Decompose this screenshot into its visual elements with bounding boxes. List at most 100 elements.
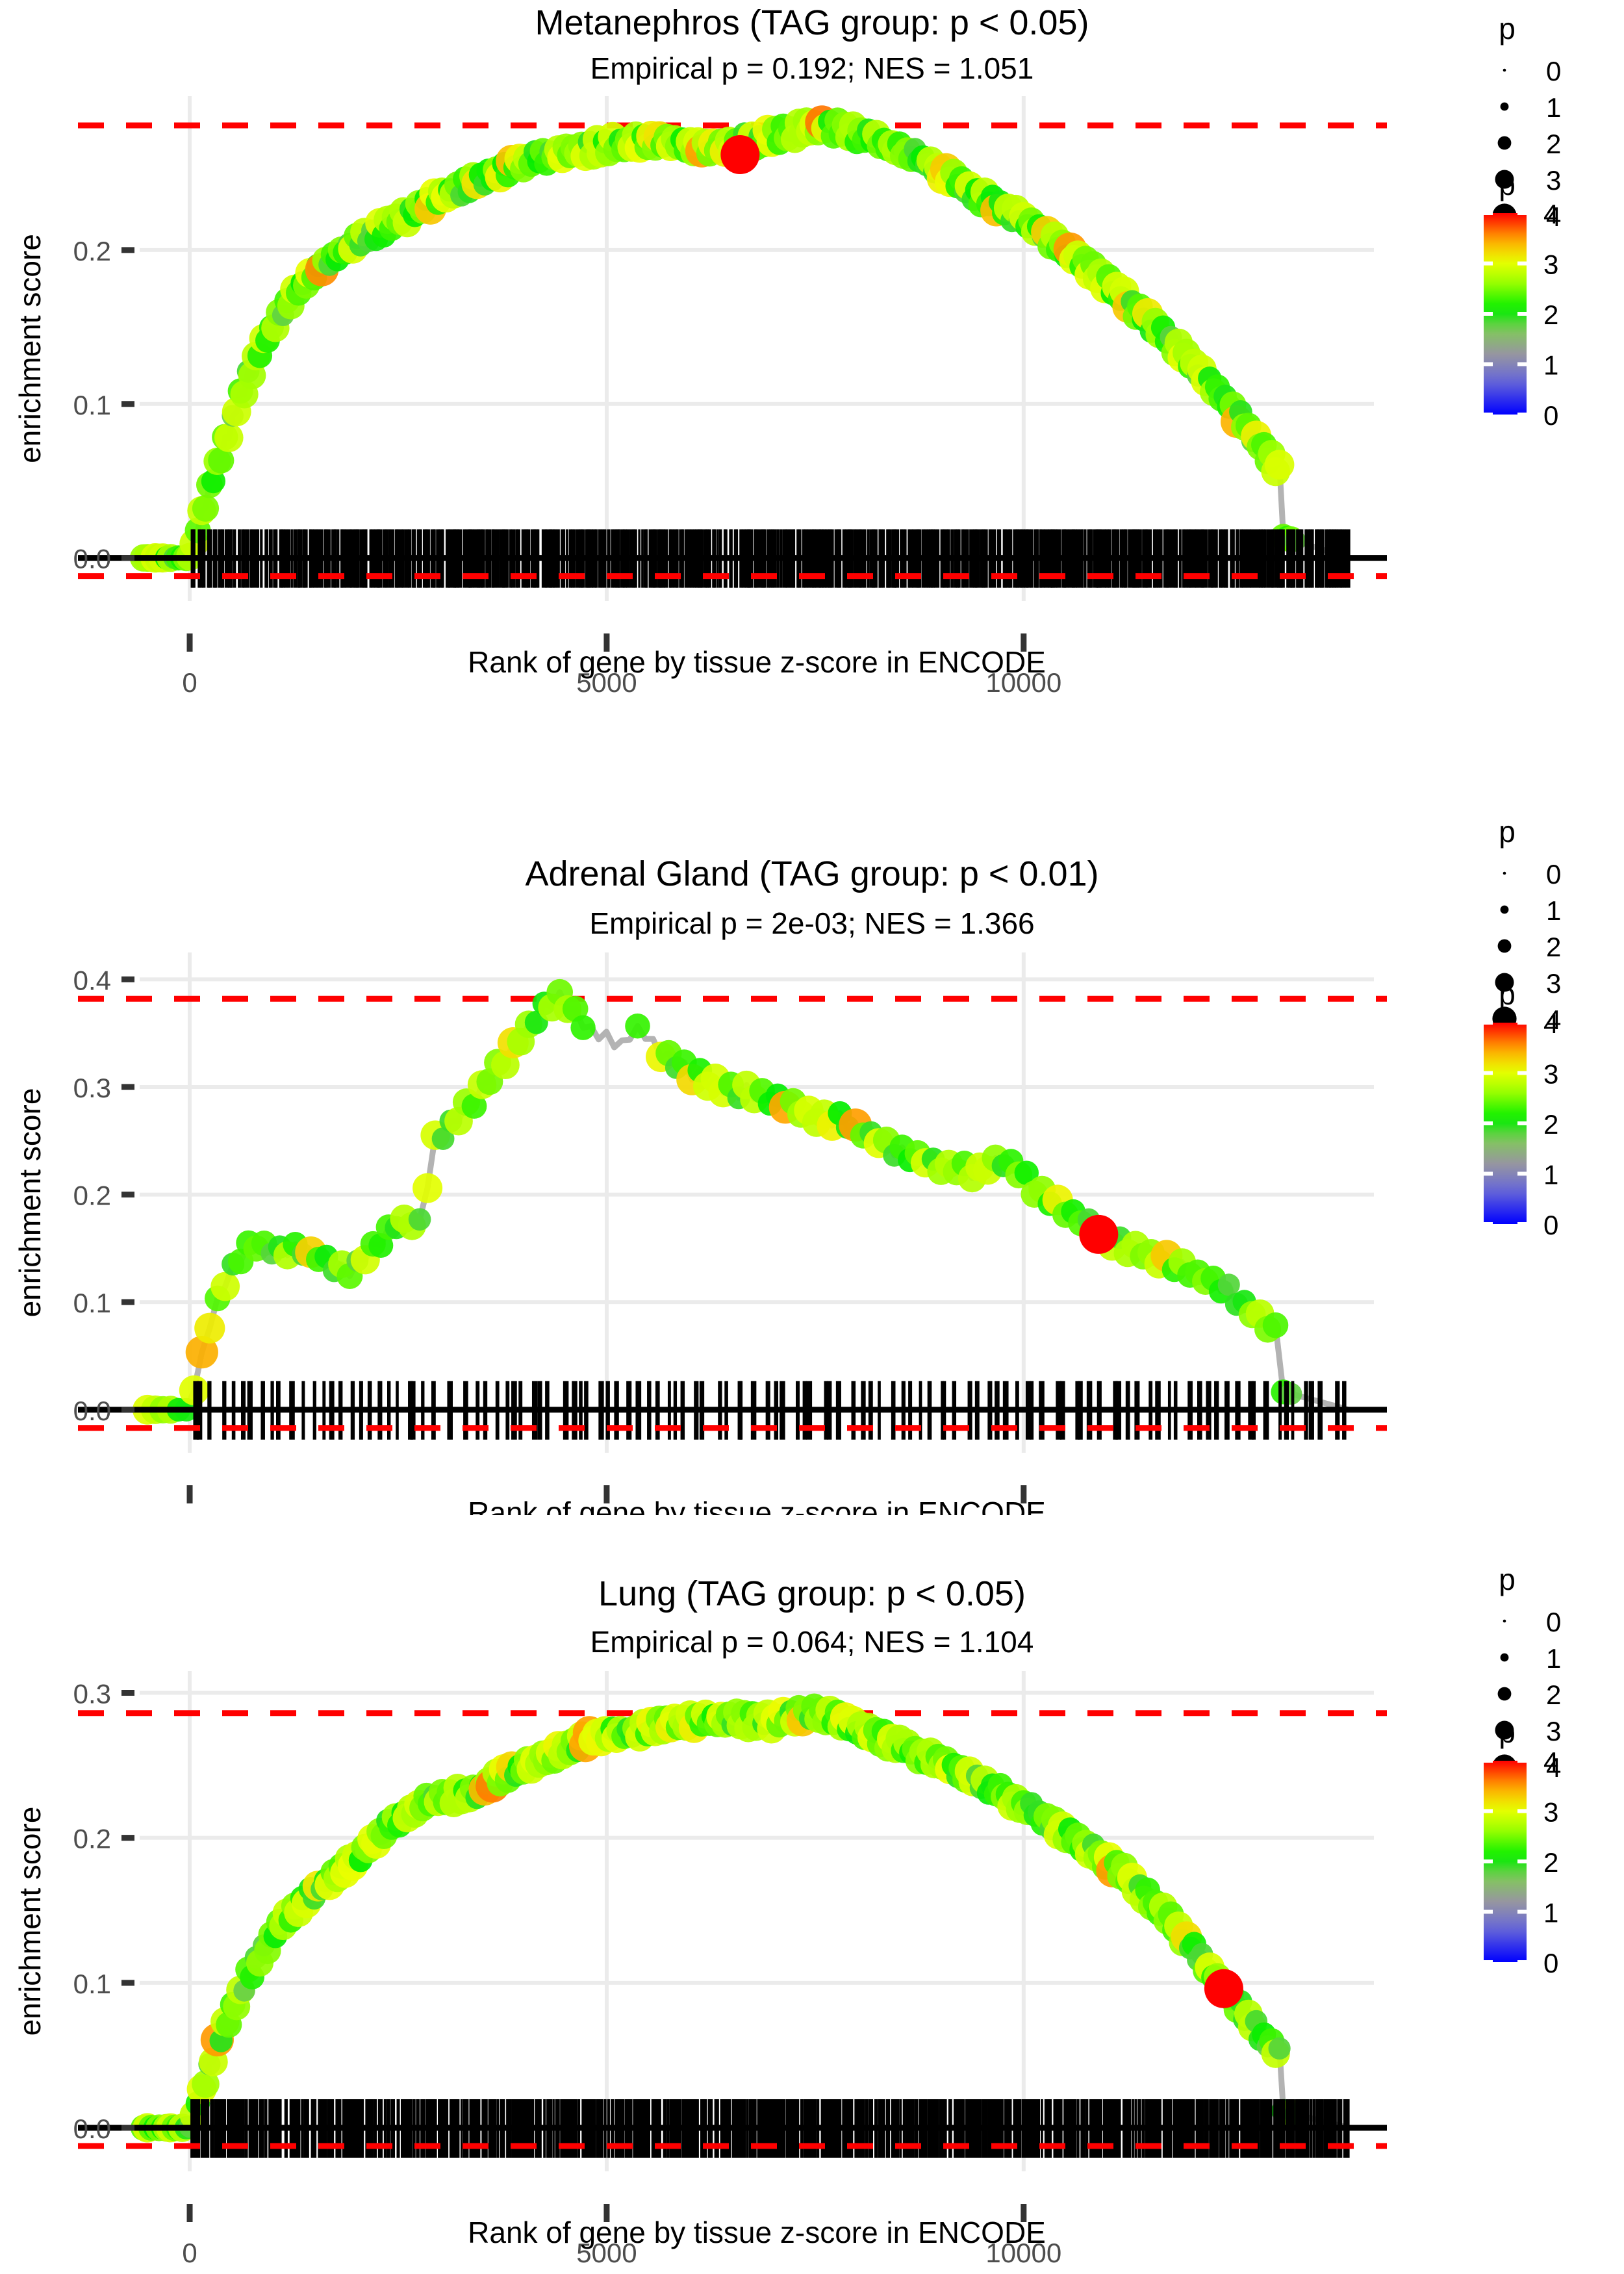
panel-title: Adrenal Gland (TAG group: p < 0.01) — [525, 854, 1099, 893]
size-legend-title: p — [1499, 815, 1516, 849]
y-tick-label: 0.0 — [73, 2114, 111, 2144]
color-legend-label: 3 — [1543, 249, 1558, 280]
gene-point — [214, 423, 244, 452]
color-legend-title: p — [1499, 977, 1516, 1011]
y-tick-label: 0.0 — [73, 1396, 111, 1426]
size-legend-dot — [1497, 939, 1512, 953]
gene-hit-points — [129, 105, 1306, 573]
size-legend-dot — [1503, 871, 1506, 875]
size-legend-dot — [1495, 1720, 1514, 1740]
running-enrichment-line — [144, 989, 1350, 1413]
size-legend-title: p — [1499, 1563, 1516, 1596]
panel-title: Metanephros (TAG group: p < 0.05) — [535, 3, 1089, 42]
gene-point — [1217, 1273, 1240, 1296]
color-legend-label: 3 — [1543, 1059, 1558, 1090]
highlight-point — [720, 135, 760, 175]
size-legend-label: 3 — [1546, 1716, 1561, 1746]
grid-layer — [140, 952, 1374, 1453]
size-legend-label: 1 — [1546, 895, 1561, 926]
size-legend-label: 2 — [1546, 1680, 1561, 1710]
size-legend-label: 4 — [1546, 1752, 1561, 1783]
color-legend-label: 0 — [1543, 400, 1558, 431]
size-legend-dot — [1500, 102, 1509, 111]
color-legend-label: 1 — [1543, 350, 1558, 381]
y-axis-label: enrichment score — [13, 1807, 47, 2036]
gene-point — [1262, 1312, 1289, 1338]
size-legend-label: 1 — [1546, 92, 1561, 123]
gene-point — [1268, 2037, 1291, 2060]
size-legend-label: 2 — [1546, 129, 1561, 159]
gene-point — [201, 469, 225, 494]
gene-point — [210, 1271, 240, 1301]
size-legend-dot — [1495, 973, 1514, 992]
color-legend-label: 2 — [1543, 1109, 1558, 1140]
y-tick-label: 0.2 — [73, 1181, 111, 1211]
panel-subtitle: Empirical p = 2e-03; NES = 1.366 — [589, 906, 1035, 940]
color-legend-label: 1 — [1543, 1160, 1558, 1190]
size-legend-dot — [1495, 170, 1514, 189]
size-legend-label: 0 — [1546, 56, 1561, 86]
size-legend-dot — [1500, 1653, 1509, 1662]
y-tick-label: 0.1 — [73, 390, 111, 420]
size-legend-label: 3 — [1546, 968, 1561, 999]
x-tick-label: 5000 — [576, 2238, 637, 2268]
gene-hit-points — [131, 1693, 1306, 2143]
gene-point — [1280, 1383, 1302, 1405]
color-legend-label: 3 — [1543, 1797, 1558, 1828]
color-legend-label: 4 — [1543, 199, 1558, 229]
size-legend-label: 1 — [1546, 1643, 1561, 1674]
gene-point — [412, 1173, 443, 1203]
panel-title: Lung (TAG group: p < 0.05) — [598, 1574, 1026, 1613]
size-legend-label: 0 — [1546, 859, 1561, 889]
size-legend-label: 3 — [1546, 165, 1561, 196]
size-legend-dot — [1503, 1619, 1506, 1623]
gene-hit-points — [133, 978, 1302, 1425]
x-tick-label: 0 — [182, 667, 197, 698]
color-legend-title: p — [1499, 168, 1516, 201]
color-legend-label: 2 — [1543, 300, 1558, 330]
size-legend-label: 2 — [1546, 932, 1561, 962]
gene-point — [570, 1015, 596, 1040]
gene-point — [625, 1013, 650, 1039]
y-tick-label: 0.2 — [73, 236, 111, 266]
panel-subtitle: Empirical p = 0.192; NES = 1.051 — [590, 51, 1034, 85]
color-legend-label: 0 — [1543, 1948, 1558, 1978]
gene-point — [194, 1312, 225, 1344]
size-legend-dot — [1497, 1687, 1512, 1701]
y-tick-label: 0.3 — [73, 1073, 111, 1103]
y-tick-label: 0.1 — [73, 1288, 111, 1318]
highlight-point — [1204, 1969, 1243, 2008]
x-axis-label: Rank of gene by tissue z-score in ENCODE — [468, 1496, 1046, 1515]
color-legend-label: 1 — [1543, 1898, 1558, 1928]
enrichment-panel: Metanephros (TAG group: p < 0.05) Empiri… — [0, 0, 1624, 758]
y-tick-label: 0.4 — [73, 965, 111, 995]
size-legend-label: 4 — [1546, 1004, 1561, 1035]
color-legend-label: 0 — [1543, 1210, 1558, 1240]
enrichment-panel: Adrenal Gland (TAG group: p < 0.01) Empi… — [0, 758, 1624, 1515]
enrichment-panel: Lung (TAG group: p < 0.05) Empirical p =… — [0, 1515, 1624, 2273]
x-tick-label: 0 — [182, 2238, 197, 2268]
y-tick-label: 0.2 — [73, 1824, 111, 1854]
size-legend-dot — [1500, 905, 1509, 914]
y-tick-label: 0.0 — [73, 544, 111, 574]
size-legend-title: p — [1499, 12, 1516, 45]
size-legend-dot — [1497, 136, 1512, 150]
color-legend-label: 4 — [1543, 1008, 1558, 1039]
color-legend-label: 4 — [1543, 1746, 1558, 1777]
gene-point — [208, 447, 235, 474]
x-tick-label: 5000 — [576, 667, 637, 698]
y-axis-label: enrichment score — [13, 1088, 47, 1318]
gene-point — [192, 2070, 220, 2098]
gene-point — [185, 1336, 218, 1369]
highlight-point — [1079, 1214, 1119, 1254]
size-legend-label: 0 — [1546, 1607, 1561, 1637]
gene-point — [1014, 1160, 1039, 1185]
gene-point — [431, 1127, 455, 1150]
color-legend-label: 2 — [1543, 1847, 1558, 1878]
size-legend-dot — [1503, 68, 1506, 72]
x-tick-label: 10000 — [985, 667, 1061, 698]
x-tick-label: 10000 — [985, 2238, 1061, 2268]
